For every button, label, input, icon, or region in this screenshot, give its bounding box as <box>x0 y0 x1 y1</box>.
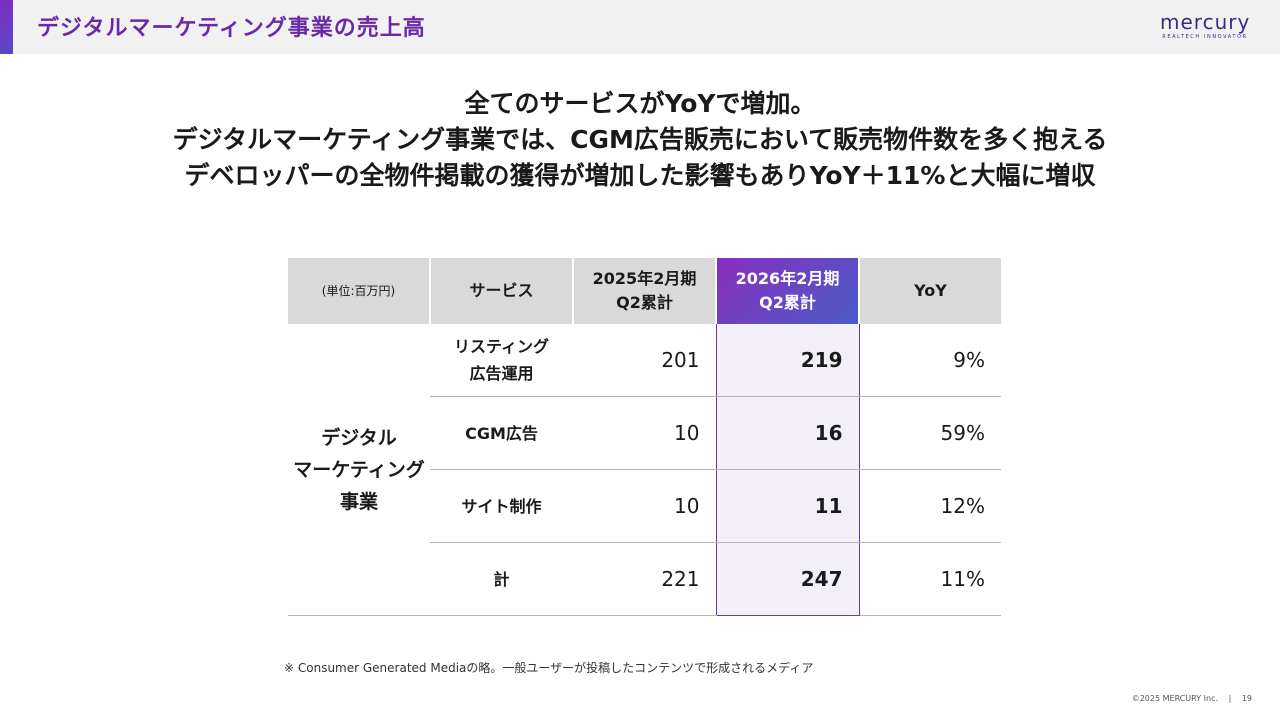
prev-period-header: 2025年2月期 Q2累計 <box>573 258 717 324</box>
headline-line-3: デベロッパーの全物件掲載の獲得が増加した影響もありYoY＋11%と大幅に増収 <box>184 161 1096 190</box>
logo-name: mercury <box>1160 10 1251 34</box>
service-name: サイト制作 <box>430 469 573 543</box>
prev-period-header-line2: Q2累計 <box>616 293 673 312</box>
service-name-line2: 広告運用 <box>469 364 534 383</box>
curr-total: 247 <box>715 542 860 616</box>
table-row: サイト制作 10 11 12% <box>288 469 1001 543</box>
segment-label-line3: 事業 <box>339 490 378 513</box>
footer-separator: | <box>1228 694 1232 703</box>
table-row: デジタル マーケティング 事業 リスティング 広告運用 201 219 9% <box>288 324 1001 616</box>
unit-header: (単位:百万円) <box>288 258 431 324</box>
slide-title: デジタルマーケティング事業の売上高 <box>37 16 426 41</box>
segment-label: デジタル マーケティング 事業 <box>288 324 430 616</box>
prev-value: 10 <box>573 469 716 543</box>
slide-header: デジタルマーケティング事業の売上高 mercury REALTECH INNOV… <box>0 0 1280 54</box>
headline-line-1: 全てのサービスがYoYで増加。 <box>464 89 816 118</box>
footnote: ※ Consumer Generated Mediaの略。一般ユーザーが投稿した… <box>284 661 814 675</box>
curr-period-header-line2: Q2累計 <box>759 293 816 312</box>
total-label: 計 <box>430 542 573 616</box>
curr-period-header-line1: 2026年2月期 <box>735 269 840 288</box>
curr-period-header: 2026年2月期 Q2累計 <box>716 258 860 324</box>
table-header-row: (単位:百万円) サービス 2025年2月期 Q2累計 2026年2月期 Q2累… <box>288 258 1001 324</box>
service-name-line1: リスティング <box>453 337 550 356</box>
headline-message: 全てのサービスがYoYで増加。 デジタルマーケティング事業では、CGM広告販売に… <box>0 86 1280 194</box>
service-name: CGM広告 <box>430 396 573 470</box>
yoy-value: 12% <box>859 469 1001 543</box>
copyright-text: ©2025 MERCURY Inc. <box>1131 694 1219 703</box>
curr-value: 16 <box>715 396 860 470</box>
prev-value: 10 <box>573 396 716 470</box>
segment-label-line2: マーケティング <box>293 458 425 481</box>
prev-total: 221 <box>573 542 716 616</box>
mercury-logo: mercury REALTECH INNOVATOR <box>1160 12 1250 40</box>
curr-value: 219 <box>715 324 860 397</box>
service-name: リスティング 広告運用 <box>430 324 573 397</box>
segment-label-line1: デジタル <box>321 426 397 449</box>
header-accent-bar <box>0 0 13 54</box>
curr-value: 11 <box>715 469 860 543</box>
table-row: CGM広告 10 16 59% <box>288 396 1001 470</box>
footer: ©2025 MERCURY Inc. | 19 <box>1132 694 1252 703</box>
table-total-row: 計 221 247 11% <box>288 542 1001 616</box>
page-number: 19 <box>1241 694 1252 703</box>
yoy-value: 59% <box>859 396 1001 470</box>
yoy-header: YoY <box>859 258 1001 324</box>
service-header: サービス <box>430 258 574 324</box>
headline-line-2: デジタルマーケティング事業では、CGM広告販売において販売物件数を多く抱える <box>172 125 1108 154</box>
prev-value: 201 <box>573 324 716 397</box>
yoy-value: 9% <box>859 324 1001 397</box>
yoy-total: 11% <box>859 542 1001 616</box>
logo-tagline: REALTECH INNOVATOR <box>1162 34 1248 40</box>
revenue-table: (単位:百万円) サービス 2025年2月期 Q2累計 2026年2月期 Q2累… <box>288 258 1001 616</box>
prev-period-header-line1: 2025年2月期 <box>592 269 697 288</box>
